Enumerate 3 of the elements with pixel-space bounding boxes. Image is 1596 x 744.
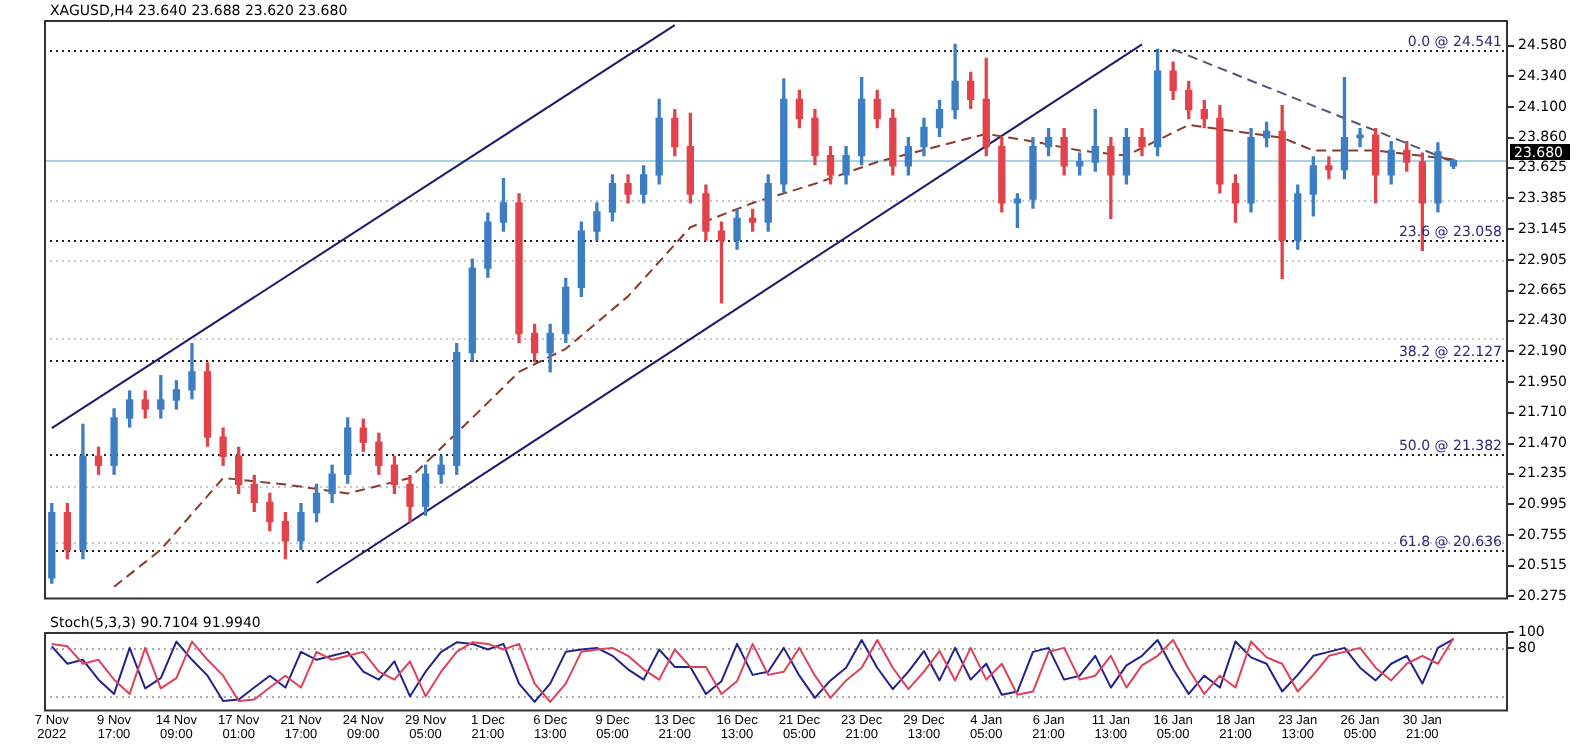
candlestick xyxy=(1325,156,1333,180)
line-series xyxy=(113,123,1455,588)
candlestick xyxy=(1356,128,1364,148)
